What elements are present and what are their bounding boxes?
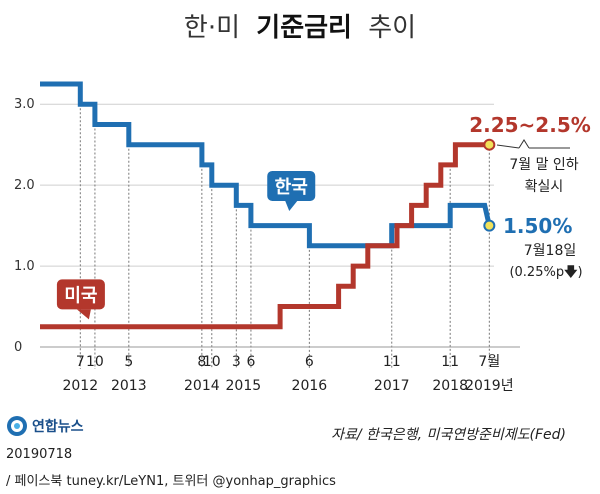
- x-month-label: 11: [383, 354, 401, 370]
- footer-date: 20190718: [6, 447, 73, 462]
- x-year-label: 2017: [374, 378, 410, 394]
- series-label-korea: 한국: [267, 170, 316, 211]
- x-year-label: 2018: [432, 378, 468, 394]
- series-label-text: 미국: [64, 285, 97, 306]
- label-bubble-tail: [76, 309, 91, 320]
- end-marker-korea: [483, 219, 496, 232]
- label-bubble: [267, 170, 316, 201]
- us-note-line-2: 확실시: [525, 179, 564, 195]
- us-rate-value: 2.25~2.5%: [469, 113, 591, 137]
- x-year-label: 2014: [184, 378, 220, 394]
- end-marker-us: [483, 138, 496, 151]
- logo-text: 연합뉴스: [32, 419, 84, 435]
- grid-layer: [40, 103, 494, 267]
- source-note: 자료/ 한국은행, 미국연방준비제도(Fed): [331, 427, 566, 443]
- series-layer: [40, 81, 496, 330]
- korea-rate-value: 1.50%: [503, 214, 572, 238]
- x-month-label: 5: [124, 354, 133, 370]
- korea-note-line-2: (0.25%p🡇): [509, 265, 582, 280]
- title-part-3: 추이: [368, 13, 416, 43]
- title-part-2: 기준금리: [256, 13, 352, 43]
- x-year-label: 2013: [111, 378, 147, 394]
- series-label-text: 한국: [275, 177, 308, 198]
- yonhap-logo-icon: [7, 416, 27, 436]
- yonhap-logo: 연합뉴스: [6, 415, 84, 437]
- footer-social: / 페이스북 tuney.kr/LeYN1, 트위터 @yonhap_graph…: [6, 474, 336, 489]
- x-year-label: 2012: [62, 378, 98, 394]
- x-month-label: 6: [305, 354, 314, 370]
- x-month-label: 3: [232, 354, 241, 370]
- label-bubble: [56, 279, 105, 310]
- title-part-1: 한·미: [184, 13, 240, 43]
- korea-note-line-1: 7월18일: [524, 243, 576, 259]
- y-tick-label: 2.0: [14, 178, 35, 193]
- caret-icon: [518, 139, 530, 149]
- us-note-line-1: 7월 말 인하: [509, 157, 578, 173]
- caret-leader-left: [496, 144, 520, 149]
- x-year-label: 2019년: [465, 378, 514, 394]
- series-label-us: 미국: [56, 279, 105, 320]
- down-arrow-icon: 🡇: [564, 265, 578, 280]
- korea-note-close: ): [577, 265, 582, 280]
- x-ticks: 7 10 5 810 3 6 6 11 11 7월: [76, 354, 500, 370]
- series-line-us: [40, 142, 490, 330]
- x-year-label: 2015: [226, 378, 262, 394]
- x-year-label: 2016: [292, 378, 328, 394]
- chart-title: 한·미 기준금리 추이: [184, 13, 416, 43]
- x-month-label: 11: [441, 354, 459, 370]
- label-bubble-tail: [285, 200, 298, 211]
- y-tick-label: 0: [14, 340, 22, 355]
- x-month-label: 6: [246, 354, 255, 370]
- korea-note-text: (0.25%p: [509, 265, 564, 280]
- x-month-label: 10: [203, 354, 221, 370]
- y-tick-label: 1.0: [14, 259, 35, 274]
- x-month-label: 7: [76, 354, 85, 370]
- x-month-label: 10: [86, 354, 104, 370]
- x-month-label: 8: [197, 354, 206, 370]
- y-tick-label: 3.0: [14, 97, 35, 112]
- x-month-label: 7월: [478, 354, 500, 370]
- y-ticks: 0 1.0 2.0 3.0: [14, 97, 35, 355]
- series-line-korea: [40, 81, 492, 249]
